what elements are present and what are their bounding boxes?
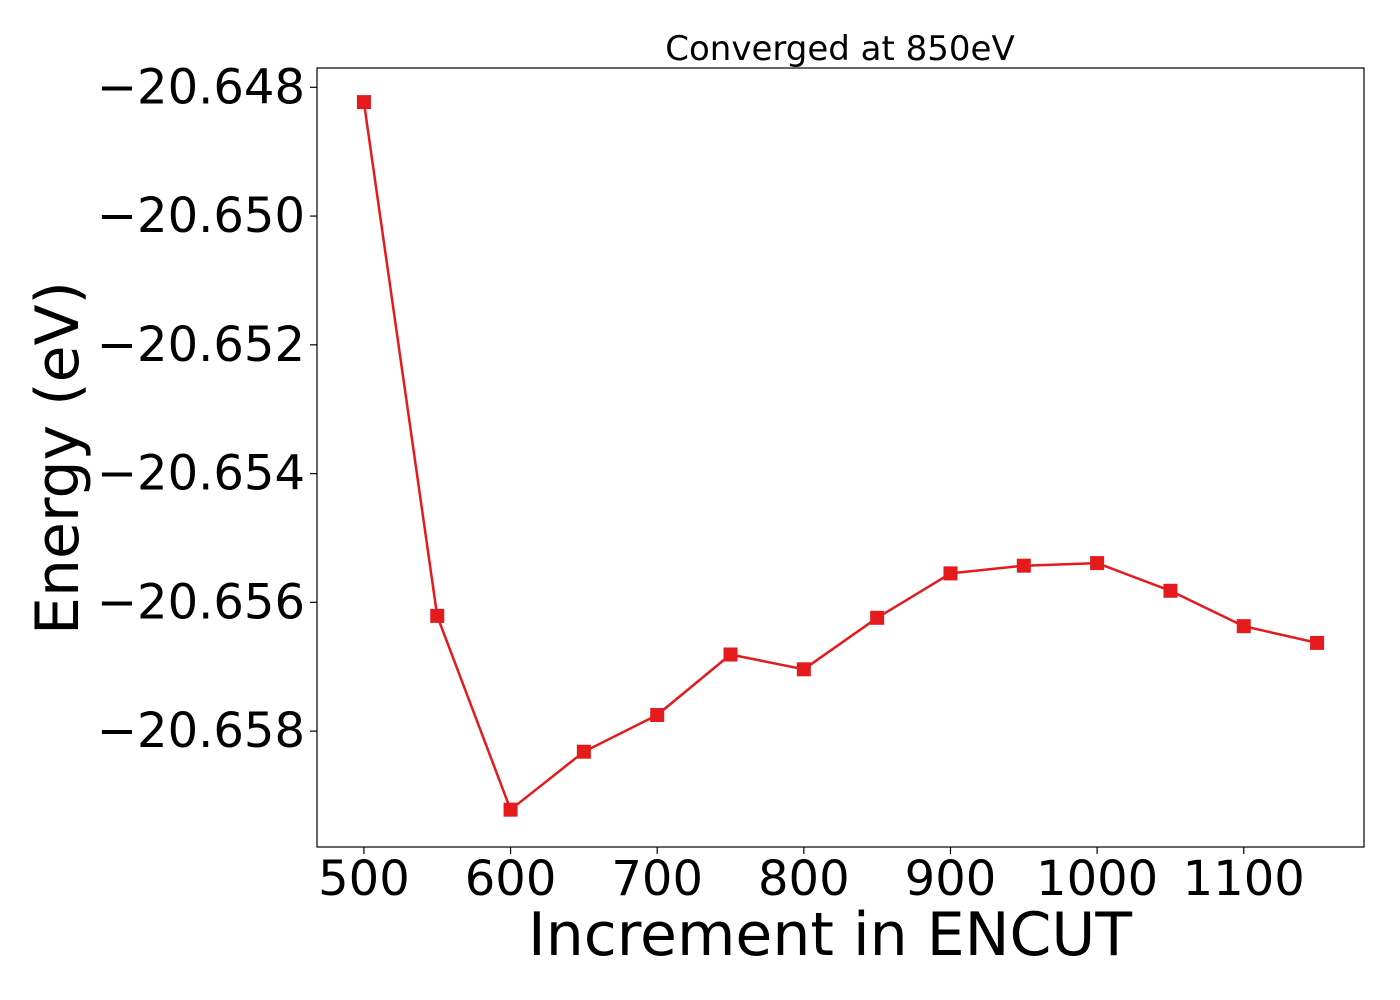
data-point-marker [943,566,958,581]
data-point-marker [650,708,665,723]
data-point-marker [723,647,738,662]
data-point-marker [1236,619,1251,634]
x-tick-label: 700 [611,851,703,907]
data-point-marker [576,744,591,759]
data-point-marker [796,662,811,677]
plot-area [356,95,1325,817]
data-point-marker [1310,635,1325,650]
x-axis: 500 600 700 800 900 1000 1100 [318,847,1305,907]
plot-frame [316,67,1365,848]
y-axis: −20.648 −20.650 −20.652 −20.654 −20.656 −20.6… [97,59,317,759]
x-tick-label: 500 [318,851,410,907]
data-point-marker [503,802,518,817]
data-point-marker [870,610,885,625]
data-point-marker [1090,556,1105,571]
x-tick-label: 800 [758,851,850,907]
y-tick-label: −20.658 [97,703,305,759]
y-tick-label: −20.652 [97,317,305,373]
data-point-marker [430,608,445,623]
y-tick-label: −20.650 [97,188,305,244]
chart-title: Converged at 850eV [665,29,1014,69]
y-tick-label: −20.654 [97,446,305,502]
x-tick-label: 1100 [1183,851,1305,907]
x-tick-label: 1000 [1036,851,1158,907]
y-tick-label: −20.648 [97,59,305,115]
y-tick-label: −20.656 [97,574,305,630]
data-point-marker [1016,558,1031,573]
data-point-marker [356,95,371,110]
series-line [362,101,1318,811]
data-point-marker [1163,583,1178,598]
x-axis-label: Increment in ENCUT [528,900,1132,970]
x-tick-label: 900 [905,851,997,907]
y-axis-label: Energy (eV) [23,281,93,635]
x-tick-label: 600 [465,851,557,907]
